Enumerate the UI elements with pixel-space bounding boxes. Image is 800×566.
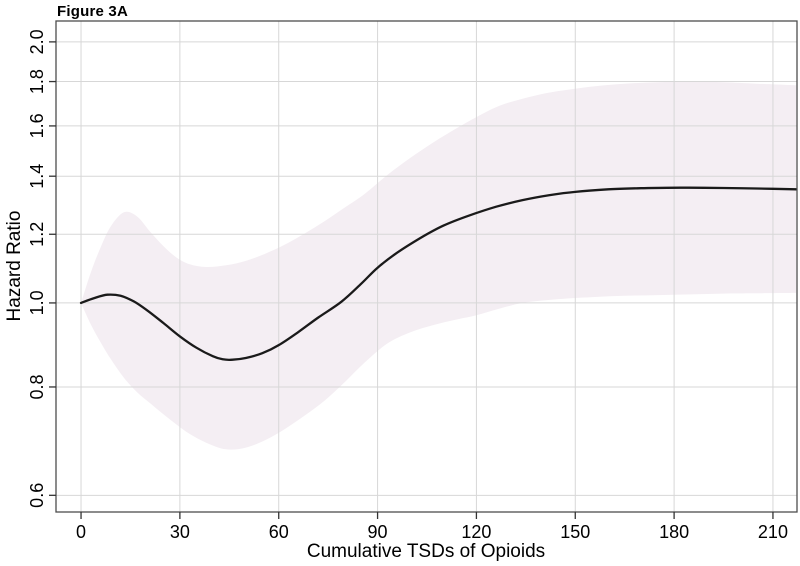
- hazard-ratio-curve: [79, 186, 797, 362]
- x-tick-label: 60: [269, 522, 289, 542]
- y-tick-label: 1.2: [27, 222, 47, 247]
- confidence-band: [81, 81, 796, 450]
- x-tick-label: 90: [368, 522, 388, 542]
- x-tick-label: 0: [76, 522, 86, 542]
- y-tick-label: 0.8: [27, 374, 47, 399]
- y-tick-label: 2.0: [27, 29, 47, 54]
- plot-border: [55, 20, 798, 513]
- y-axis-title: Hazard Ratio: [4, 210, 25, 322]
- x-axis-title: Cumulative TSDs of Opioids: [306, 541, 546, 562]
- x-tick-label: 30: [170, 522, 190, 542]
- x-axis-ticks: 0 30 60 90 120 150 180 210: [76, 512, 788, 542]
- y-tick-label: 1.6: [27, 113, 47, 138]
- x-tick-label: 150: [560, 522, 590, 542]
- figure-title: Figure 3A: [57, 3, 128, 20]
- x-tick-label: 120: [461, 522, 491, 542]
- y-tick-label: 0.6: [27, 483, 47, 508]
- y-tick-label: 1.0: [27, 290, 47, 315]
- y-tick-label: 1.4: [27, 164, 47, 189]
- x-tick-label: 180: [659, 522, 689, 542]
- y-axis-ticks: 0.6 0.8 1.0 1.2 1.4 1.6 1.8 2.0: [27, 29, 56, 508]
- x-tick-label: 210: [758, 522, 788, 542]
- y-tick-label: 1.8: [27, 69, 47, 94]
